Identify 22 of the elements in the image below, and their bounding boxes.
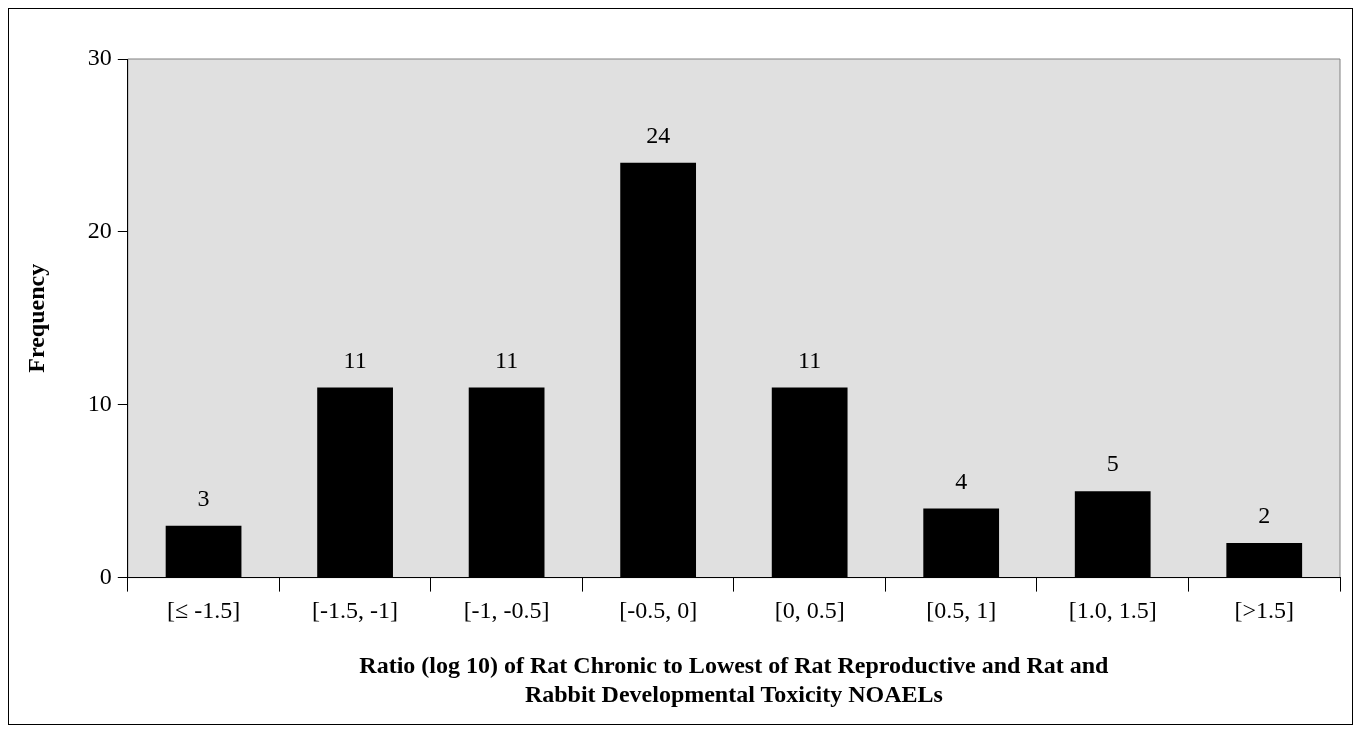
y-tick-label: 20 — [87, 217, 112, 244]
data-label: 11 — [798, 346, 822, 373]
data-label: 11 — [495, 346, 519, 373]
x-tick-label: [0.5, 1] — [926, 597, 997, 624]
data-label: 11 — [343, 346, 367, 373]
x-tick-label: [>1.5] — [1234, 597, 1294, 624]
y-axis-title: Frequency — [22, 263, 49, 373]
x-tick-label: [-1, -0.5] — [463, 597, 550, 624]
x-tick-label: [-1.5, -1] — [312, 597, 399, 624]
y-tick-label: 10 — [87, 390, 112, 417]
x-axis-title: Ratio (log 10) of Rat Chronic to Lowest of Rat Reproductive and Rat and Rabbit Developmental Toxicity NOAELs — [359, 652, 1110, 707]
data-label: 5 — [1106, 450, 1119, 477]
data-label: 2 — [1258, 502, 1271, 529]
x-tick-label: [1.0, 1.5] — [1068, 597, 1157, 624]
data-label: 4 — [955, 467, 968, 494]
y-tick-label: 30 — [87, 44, 112, 71]
data-label: 3 — [197, 485, 210, 512]
y-tick-label: 0 — [99, 562, 112, 589]
x-tick-label: [0, 0.5] — [774, 597, 845, 624]
data-label: 24 — [646, 122, 671, 149]
x-tick-label: [≤ -1.5] — [166, 597, 241, 624]
x-tick-label: [-0.5, 0] — [619, 597, 698, 624]
